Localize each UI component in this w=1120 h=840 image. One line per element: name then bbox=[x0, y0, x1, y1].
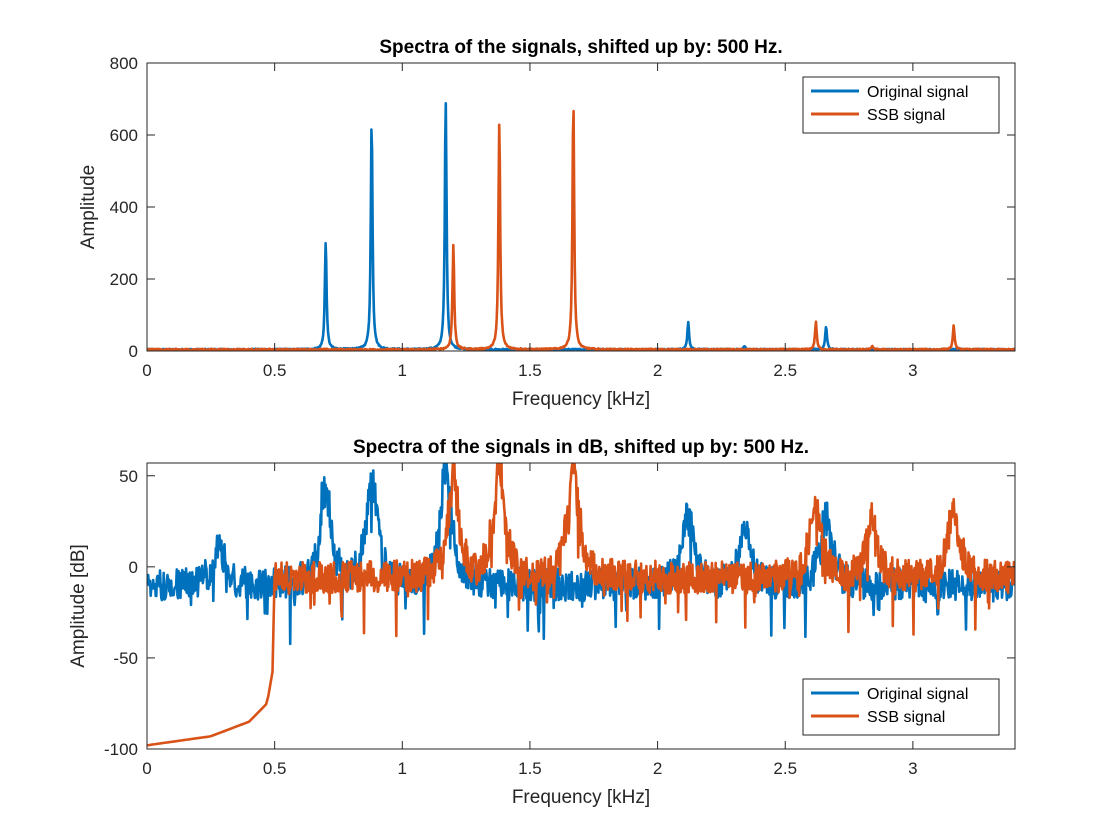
y-tick-label: 600 bbox=[110, 126, 138, 145]
x-tick-label: 2 bbox=[653, 361, 662, 380]
bottom-axes: 0 0.5 1 1.5 2 2.5 3 -100 -50 0 50 Spectra of the si… bbox=[68, 437, 1016, 808]
chart-title: Spectra of the signals in dB, shifted up… bbox=[353, 437, 809, 458]
x-tick-label: 3 bbox=[908, 361, 917, 380]
legend: Original signal SSB signal bbox=[802, 678, 1000, 736]
x-tick-label: 1.5 bbox=[518, 759, 542, 778]
x-tick-label: 2.5 bbox=[773, 759, 797, 778]
y-tick-label: 800 bbox=[110, 54, 138, 73]
series-group bbox=[147, 102, 1015, 351]
y-tick-label: 200 bbox=[110, 270, 138, 289]
legend: Original signal SSB signal bbox=[802, 76, 1000, 134]
legend-label-original: Original signal bbox=[867, 686, 968, 703]
x-tick-label: 0 bbox=[142, 361, 151, 380]
y-axis-label: Amplitude [dB] bbox=[68, 544, 89, 668]
series-line-ssb bbox=[147, 109, 1015, 351]
x-axis-label: Frequency [kHz] bbox=[512, 787, 650, 808]
series-line-ssb bbox=[147, 463, 1015, 747]
series-group bbox=[147, 463, 1015, 747]
legend-box bbox=[802, 76, 1000, 134]
y-tick-label: 0 bbox=[129, 342, 138, 361]
y-tick-label: 50 bbox=[119, 467, 138, 486]
x-tick-label: 0 bbox=[142, 759, 151, 778]
x-tick-label: 3 bbox=[908, 759, 917, 778]
y-tick-label: 400 bbox=[110, 198, 138, 217]
axes-box bbox=[146, 462, 1016, 750]
x-tick-label: 1.5 bbox=[518, 361, 542, 380]
x-tick-label: 2 bbox=[653, 759, 662, 778]
top-axes: 0 0.5 1 1.5 2 2.5 3 0 200 400 600 800 Spectra of the… bbox=[78, 37, 1016, 410]
x-tick-label: 2.5 bbox=[773, 361, 797, 380]
x-tick-label: 0.5 bbox=[263, 361, 287, 380]
y-tick-label: -50 bbox=[113, 649, 138, 668]
legend-label-original: Original signal bbox=[867, 84, 968, 101]
y-axis-label: Amplitude bbox=[78, 165, 99, 250]
y-tick-label: -100 bbox=[104, 740, 138, 759]
x-axis-label: Frequency [kHz] bbox=[512, 389, 650, 410]
legend-label-ssb: SSB signal bbox=[867, 107, 945, 124]
chart-title: Spectra of the signals, shifted up by: 5… bbox=[379, 37, 782, 58]
legend-box bbox=[802, 678, 1000, 736]
x-tick-label: 1 bbox=[398, 361, 407, 380]
x-tick-label: 1 bbox=[398, 759, 407, 778]
y-tick-label: 0 bbox=[129, 558, 138, 577]
x-tick-label: 0.5 bbox=[263, 759, 287, 778]
legend-label-ssb: SSB signal bbox=[867, 709, 945, 726]
